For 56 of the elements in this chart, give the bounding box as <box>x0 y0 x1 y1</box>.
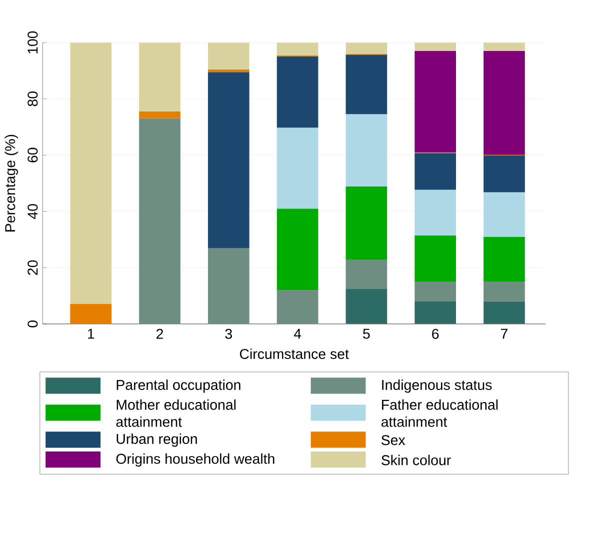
y-tick-label: 0 <box>28 320 38 328</box>
bar <box>276 290 318 324</box>
bar <box>346 42 388 54</box>
bar <box>484 156 525 192</box>
y-axis-title: Percentage (%) <box>4 134 18 232</box>
bar <box>139 112 180 118</box>
x-tick-label: 2 <box>156 328 163 339</box>
bar <box>70 304 112 324</box>
legend-label: Mother educational attainment <box>116 399 236 427</box>
bar <box>346 186 388 260</box>
bar <box>414 282 456 302</box>
legend-label: Parental occupation <box>116 380 240 393</box>
bar <box>346 55 388 114</box>
y-tick-label: 60 <box>28 148 38 162</box>
bar <box>484 236 525 282</box>
bar <box>208 72 250 248</box>
bar <box>346 114 388 186</box>
bar <box>484 42 525 52</box>
x-tick-label: 4 <box>294 328 302 339</box>
bar <box>414 190 456 236</box>
x-tick-label: 7 <box>501 328 508 339</box>
y-tick-label: 40 <box>28 204 38 220</box>
legend-label: Father educational attainment <box>381 399 498 427</box>
bar <box>276 56 318 128</box>
x-tick-label: 5 <box>363 328 370 339</box>
y-tick-label: 80 <box>28 92 38 106</box>
bar <box>414 153 456 190</box>
legend-label: Indigenous status <box>382 380 492 393</box>
bar <box>346 289 388 324</box>
legend-label: Urban region <box>116 434 197 447</box>
bar <box>276 208 318 290</box>
bar <box>414 301 456 324</box>
x-tick-label: 3 <box>225 328 232 339</box>
bar <box>484 302 525 324</box>
bar <box>484 192 525 237</box>
bar <box>208 42 250 70</box>
bar <box>414 235 456 282</box>
bar <box>276 42 318 56</box>
y-tick-label: 20 <box>28 260 38 275</box>
bar <box>414 51 456 152</box>
bar <box>139 42 180 112</box>
bar <box>346 260 388 290</box>
bar <box>484 51 525 155</box>
bar <box>484 282 525 302</box>
legend-label: Skin colour <box>382 454 451 466</box>
x-tick-label: 6 <box>432 328 439 339</box>
y-tick-label: 100 <box>28 31 38 54</box>
legend-label: Origins household wealth <box>116 453 274 467</box>
bar <box>139 118 180 324</box>
bar <box>276 128 318 209</box>
bar <box>70 42 112 304</box>
x-axis-title: Circumstance set <box>240 348 349 360</box>
bar <box>208 248 250 324</box>
x-tick-label: 1 <box>88 328 94 339</box>
legend-label: Sex <box>382 435 406 446</box>
bar <box>414 42 456 52</box>
